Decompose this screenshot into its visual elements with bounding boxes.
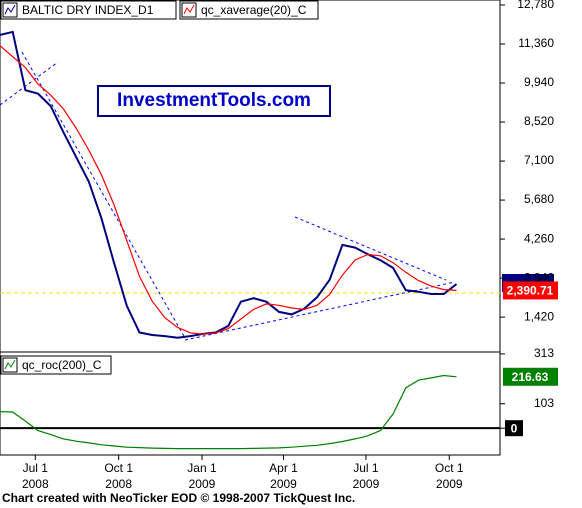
y-tick-label: 313 xyxy=(534,346,554,360)
y-tick-label: 9,940 xyxy=(524,75,554,89)
y-tick-label: 2,840 xyxy=(524,270,554,284)
x-tick-label: Jul 1 2009 xyxy=(352,461,380,491)
x-tick-label: Oct 1 2008 xyxy=(104,461,133,491)
y-tick-label: 1,420 xyxy=(524,309,554,323)
legend-box xyxy=(0,0,177,20)
watermark: InvestmentTools.com xyxy=(97,85,331,117)
legend: BALTIC DRY INDEX_D1 qc_xaverage(20)_C qc… xyxy=(0,0,319,375)
zero-label-box xyxy=(505,420,523,437)
legend-swatch xyxy=(4,359,16,370)
legend-box xyxy=(179,0,319,20)
last-value-label: 2,390.71 xyxy=(507,284,554,298)
x-tick-label: Jul 1 2008 xyxy=(21,461,49,491)
legend-label: qc_roc(200)_C xyxy=(22,358,102,372)
last-value-label: 216.63 xyxy=(512,370,549,384)
y-tick-label: 4,260 xyxy=(524,231,554,245)
y-tick-label: 8,520 xyxy=(524,114,554,128)
series-line xyxy=(0,45,457,335)
y-tick-label: 11,360 xyxy=(518,36,554,50)
y-tick-label: 103 xyxy=(534,396,554,410)
x-tick-label: Apr 1 2009 xyxy=(269,461,298,491)
trend-line xyxy=(21,51,186,339)
series-line xyxy=(0,30,458,339)
footer: Chart created with NeoTicker EOD © 1998-… xyxy=(2,491,356,505)
series-line xyxy=(0,374,457,450)
legend-swatch xyxy=(183,4,195,15)
y-tick-label: 7,100 xyxy=(524,153,554,167)
y-tick-label: 0 xyxy=(511,421,518,435)
last-value-box xyxy=(503,281,558,300)
y-tick-label: 12,780 xyxy=(517,0,554,11)
y-tick-label: 5,680 xyxy=(524,192,554,206)
trend-line xyxy=(0,61,59,106)
x-tick-label: Oct 1 2009 xyxy=(434,461,464,491)
legend-box xyxy=(0,355,112,375)
legend-label: BALTIC DRY INDEX_D1 xyxy=(22,3,154,17)
last-value-box xyxy=(503,367,558,386)
legend-label: qc_xaverage(20)_C xyxy=(201,3,307,17)
legend-swatch xyxy=(4,4,16,15)
x-tick-label: Jan 1 2009 xyxy=(187,461,217,491)
